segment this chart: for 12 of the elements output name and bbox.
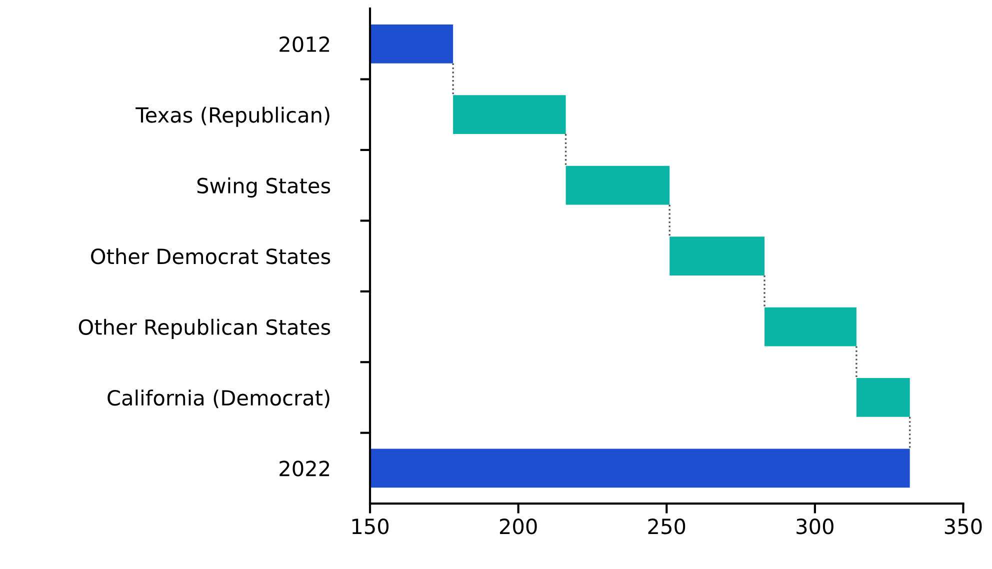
y-tick-label: Other Democrat States: [91, 248, 330, 264]
y-tick-label: Swing States: [197, 177, 330, 198]
y-tick-label: 2022: [280, 460, 330, 476]
x-tick-label: 200: [500, 518, 537, 534]
x-tick-label: 300: [796, 518, 834, 534]
y-tick-label: California (Democrat): [108, 390, 330, 408]
x-tick-label: 350: [944, 518, 982, 534]
y-tick-label: Texas (Republican): [136, 106, 330, 127]
y-tick-label: Other Republican States: [78, 318, 330, 340]
x-tick-label: 150: [352, 518, 389, 534]
y-tick-label: 2012: [280, 36, 330, 52]
x-tick-label: 250: [648, 518, 686, 534]
